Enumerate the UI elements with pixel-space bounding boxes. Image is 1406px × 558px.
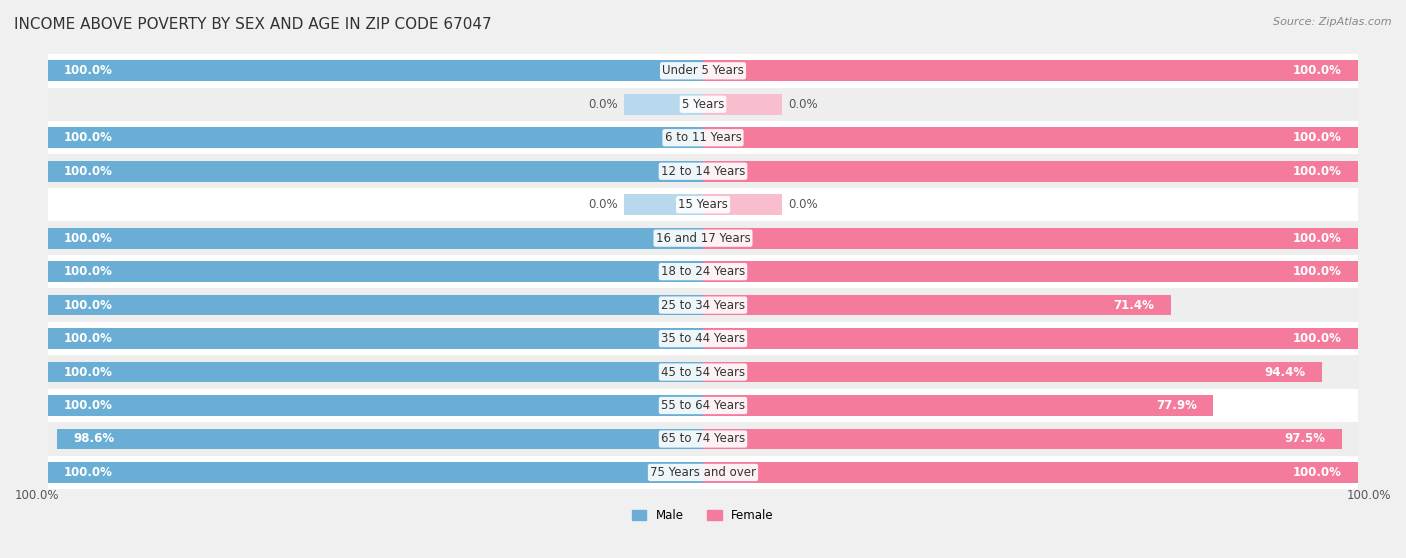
Text: 12 to 14 Years: 12 to 14 Years	[661, 165, 745, 177]
Text: 100.0%: 100.0%	[1294, 232, 1341, 244]
Text: 100.0%: 100.0%	[1347, 489, 1391, 502]
Text: Under 5 Years: Under 5 Years	[662, 64, 744, 78]
Text: 100.0%: 100.0%	[15, 489, 59, 502]
Text: 100.0%: 100.0%	[1294, 332, 1341, 345]
Text: 100.0%: 100.0%	[65, 365, 112, 378]
Text: 94.4%: 94.4%	[1264, 365, 1305, 378]
Bar	[703, 161, 1358, 181]
Text: 16 and 17 Years: 16 and 17 Years	[655, 232, 751, 244]
Bar	[624, 194, 703, 215]
Bar	[48, 54, 1358, 88]
Bar	[48, 222, 1358, 255]
Text: 98.6%: 98.6%	[73, 432, 114, 445]
Text: 100.0%: 100.0%	[65, 232, 112, 244]
Text: 100.0%: 100.0%	[65, 165, 112, 177]
Bar	[48, 121, 1358, 155]
Text: 100.0%: 100.0%	[65, 64, 112, 78]
Bar	[48, 295, 703, 315]
Bar	[48, 88, 1358, 121]
Text: 100.0%: 100.0%	[65, 332, 112, 345]
Text: 0.0%: 0.0%	[588, 198, 617, 211]
Bar	[703, 328, 1358, 349]
Bar	[48, 255, 1358, 288]
Bar	[703, 429, 1341, 449]
Text: 6 to 11 Years: 6 to 11 Years	[665, 131, 741, 144]
Text: 100.0%: 100.0%	[1294, 165, 1341, 177]
Bar	[48, 395, 703, 416]
Text: 65 to 74 Years: 65 to 74 Years	[661, 432, 745, 445]
Bar	[703, 228, 1358, 248]
Bar	[703, 395, 1213, 416]
Bar	[703, 261, 1358, 282]
Bar	[703, 295, 1171, 315]
Text: 55 to 64 Years: 55 to 64 Years	[661, 399, 745, 412]
Text: 97.5%: 97.5%	[1285, 432, 1326, 445]
Text: 18 to 24 Years: 18 to 24 Years	[661, 265, 745, 278]
Bar	[48, 228, 703, 248]
Bar	[703, 362, 1322, 382]
Text: 100.0%: 100.0%	[65, 265, 112, 278]
Text: 100.0%: 100.0%	[1294, 131, 1341, 144]
Text: 100.0%: 100.0%	[1294, 466, 1341, 479]
Bar	[48, 422, 1358, 456]
Bar	[624, 94, 703, 114]
Text: 100.0%: 100.0%	[65, 466, 112, 479]
Text: 0.0%: 0.0%	[789, 198, 818, 211]
Legend: Male, Female: Male, Female	[627, 504, 779, 527]
Text: 35 to 44 Years: 35 to 44 Years	[661, 332, 745, 345]
Bar	[56, 429, 703, 449]
Bar	[48, 188, 1358, 222]
Bar	[48, 261, 703, 282]
Text: 0.0%: 0.0%	[789, 98, 818, 111]
Bar	[48, 155, 1358, 188]
Text: 45 to 54 Years: 45 to 54 Years	[661, 365, 745, 378]
Text: 25 to 34 Years: 25 to 34 Years	[661, 299, 745, 311]
Bar	[703, 60, 1358, 81]
Bar	[48, 127, 703, 148]
Bar	[703, 94, 782, 114]
Text: 100.0%: 100.0%	[1294, 265, 1341, 278]
Bar	[48, 60, 703, 81]
Text: 15 Years: 15 Years	[678, 198, 728, 211]
Bar	[48, 355, 1358, 389]
Bar	[48, 456, 1358, 489]
Bar	[48, 288, 1358, 322]
Text: 100.0%: 100.0%	[65, 299, 112, 311]
Text: 100.0%: 100.0%	[1294, 64, 1341, 78]
Bar	[703, 127, 1358, 148]
Bar	[48, 328, 703, 349]
Bar	[703, 462, 1358, 483]
Bar	[48, 362, 703, 382]
Text: 100.0%: 100.0%	[65, 399, 112, 412]
Bar	[48, 322, 1358, 355]
Text: Source: ZipAtlas.com: Source: ZipAtlas.com	[1274, 17, 1392, 27]
Bar	[48, 389, 1358, 422]
Bar	[48, 161, 703, 181]
Text: 71.4%: 71.4%	[1114, 299, 1154, 311]
Bar	[48, 462, 703, 483]
Bar	[703, 194, 782, 215]
Text: 100.0%: 100.0%	[65, 131, 112, 144]
Text: 0.0%: 0.0%	[588, 98, 617, 111]
Text: INCOME ABOVE POVERTY BY SEX AND AGE IN ZIP CODE 67047: INCOME ABOVE POVERTY BY SEX AND AGE IN Z…	[14, 17, 492, 32]
Text: 75 Years and over: 75 Years and over	[650, 466, 756, 479]
Text: 5 Years: 5 Years	[682, 98, 724, 111]
Text: 77.9%: 77.9%	[1156, 399, 1197, 412]
